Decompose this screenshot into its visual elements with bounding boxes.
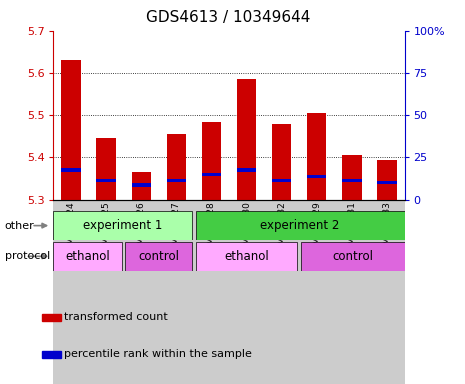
- Text: experiment 1: experiment 1: [83, 219, 162, 232]
- Bar: [237, 169, 256, 172]
- Text: protocol: protocol: [5, 251, 50, 262]
- Bar: [194, 200, 229, 384]
- Bar: [334, 200, 369, 384]
- Bar: [132, 183, 151, 187]
- Text: ethanol: ethanol: [224, 250, 269, 263]
- Bar: [159, 200, 194, 384]
- Text: percentile rank within the sample: percentile rank within the sample: [64, 349, 252, 359]
- Text: control: control: [332, 250, 373, 263]
- Bar: [202, 121, 221, 200]
- Bar: [166, 179, 186, 182]
- Bar: [42, 314, 61, 321]
- Bar: [342, 155, 362, 200]
- Bar: [61, 60, 81, 200]
- Bar: [196, 211, 405, 240]
- Text: experiment 2: experiment 2: [260, 219, 340, 232]
- Bar: [126, 242, 192, 271]
- Bar: [53, 211, 192, 240]
- Bar: [132, 172, 151, 200]
- Bar: [196, 242, 298, 271]
- Bar: [88, 200, 124, 384]
- Bar: [202, 173, 221, 176]
- Bar: [307, 175, 326, 178]
- Text: transformed count: transformed count: [64, 313, 168, 323]
- Bar: [377, 181, 397, 184]
- Bar: [96, 138, 116, 200]
- Text: ethanol: ethanol: [65, 250, 110, 263]
- Bar: [272, 179, 292, 182]
- Bar: [96, 179, 116, 182]
- Bar: [124, 200, 159, 384]
- Bar: [301, 242, 405, 271]
- Bar: [369, 200, 405, 384]
- Bar: [229, 200, 264, 384]
- Bar: [53, 242, 122, 271]
- Bar: [307, 113, 326, 200]
- Bar: [42, 351, 61, 358]
- Bar: [342, 179, 362, 182]
- Bar: [166, 134, 186, 200]
- Bar: [264, 200, 299, 384]
- Bar: [237, 79, 256, 200]
- Bar: [53, 200, 88, 384]
- Text: other: other: [5, 220, 34, 231]
- Text: GDS4613 / 10349644: GDS4613 / 10349644: [146, 10, 310, 25]
- Bar: [377, 160, 397, 200]
- Text: control: control: [138, 250, 179, 263]
- Bar: [299, 200, 334, 384]
- Bar: [272, 124, 292, 200]
- Bar: [61, 169, 81, 172]
